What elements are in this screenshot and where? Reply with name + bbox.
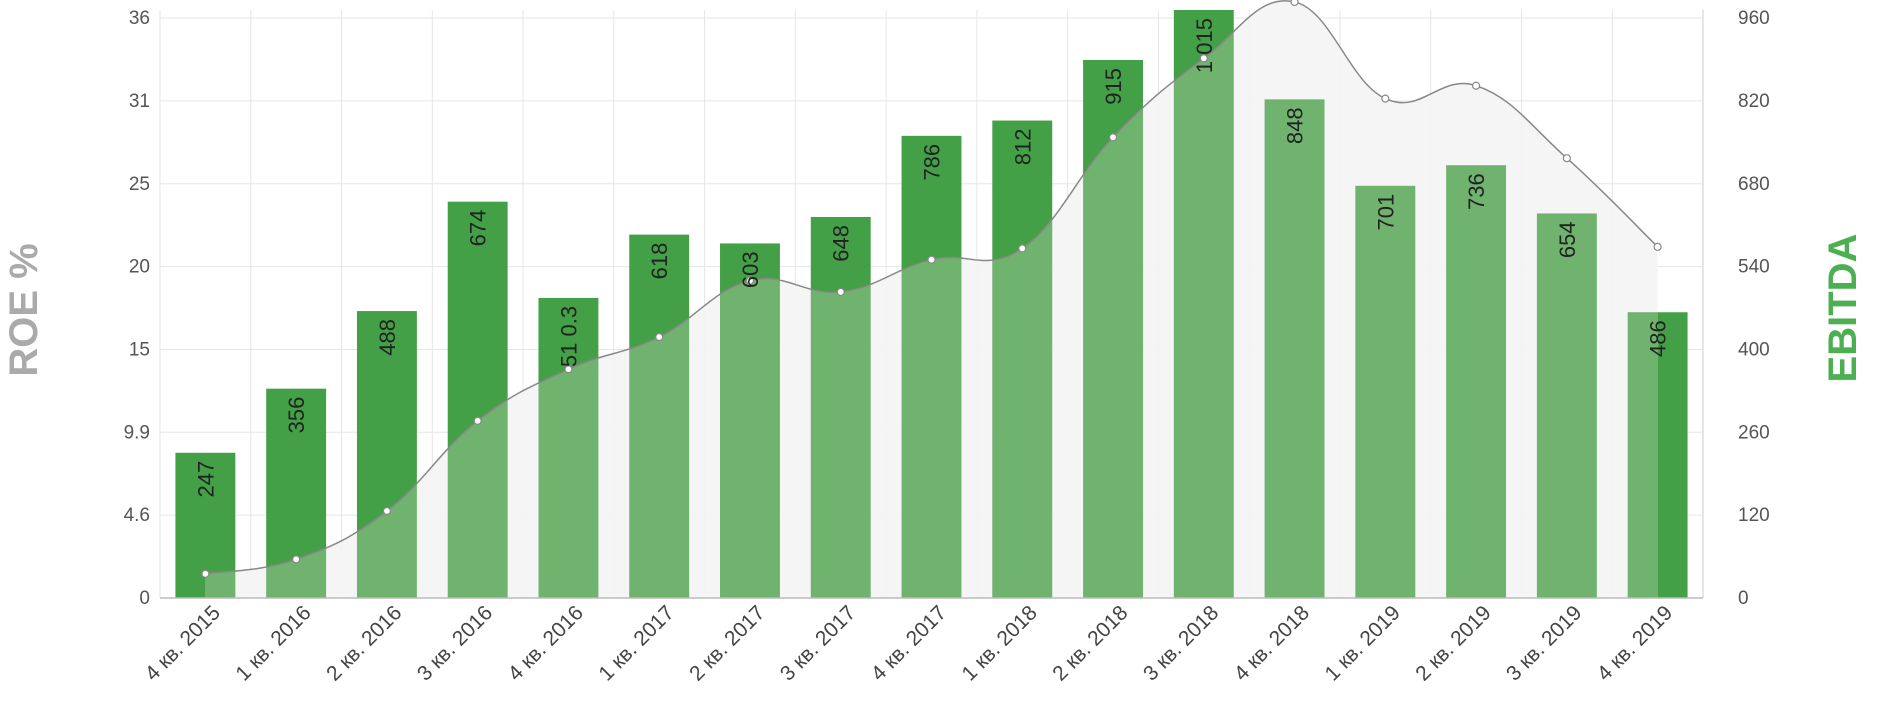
y-tick-label-left: 20 — [129, 257, 150, 278]
x-tick-label-9: 1 кв. 2018 — [957, 601, 1041, 685]
x-tick-label-11: 3 кв. 2018 — [1139, 601, 1223, 685]
roe-point-14 — [1471, 81, 1481, 90]
y-axis-title-left: ROE % — [2, 243, 46, 376]
data-label-2: 488 — [375, 319, 400, 356]
data-label-11: 1 015 — [1192, 18, 1217, 73]
roe-point-8 — [927, 255, 936, 264]
x-tick-label-13: 1 кв. 2019 — [1321, 601, 1405, 685]
x-tick-label-14: 2 кв. 2019 — [1411, 601, 1495, 685]
roe-point-11 — [1199, 54, 1208, 63]
roe-point-7 — [836, 287, 845, 297]
y-tick-label-left: 0 — [139, 588, 150, 609]
data-label-1: 356 — [284, 397, 309, 434]
y-tick-label-left: 9.9 — [124, 422, 150, 443]
roe-point-5 — [655, 332, 664, 342]
data-label-8: 786 — [920, 144, 945, 181]
y-tick-label-right: 540 — [1738, 257, 1770, 278]
x-tick-label-4: 4 кв. 2016 — [504, 601, 588, 685]
x-tick-label-10: 2 кв. 2018 — [1048, 601, 1132, 685]
roe-line-path — [205, 0, 1659, 575]
roe-point-9 — [1018, 244, 1027, 253]
x-tick-label-15: 3 кв. 2019 — [1502, 601, 1586, 685]
roe-point-4 — [564, 365, 573, 374]
x-tick-label-7: 3 кв. 2017 — [776, 601, 860, 685]
y-tick-label-left: 36 — [129, 8, 150, 29]
y-tick-label-right: 0 — [1738, 588, 1749, 609]
data-label-16: 486 — [1646, 320, 1671, 357]
roe-point-15 — [1562, 154, 1571, 163]
y-tick-label-right: 400 — [1738, 339, 1770, 360]
data-label-13: 701 — [1373, 194, 1398, 231]
roe-point-10 — [1108, 133, 1118, 142]
bar-overlap-16 — [1627, 312, 1658, 598]
data-label-9: 812 — [1010, 129, 1035, 166]
y-axis-title-right: EBITDA — [1821, 234, 1865, 383]
bar-overlap-12 — [1264, 99, 1325, 598]
data-label-6: 603 — [738, 251, 763, 288]
roe-point-12 — [1290, 0, 1299, 7]
bar-overlap-14 — [1446, 165, 1507, 598]
data-label-4: 51 0.3 — [556, 306, 581, 367]
x-tick-label-2: 2 кв. 2016 — [322, 601, 406, 685]
bar-overlap-13 — [1355, 185, 1416, 598]
x-tick-label-3: 3 кв. 2016 — [413, 601, 497, 685]
x-tick-label-12: 4 кв. 2018 — [1230, 601, 1314, 685]
x-tick-label-16: 4 кв. 2019 — [1593, 601, 1677, 685]
roe-point-6 — [745, 276, 755, 285]
roe-point-13 — [1381, 94, 1390, 103]
y-tick-label-right: 960 — [1738, 8, 1770, 29]
data-label-14: 736 — [1464, 173, 1489, 210]
data-label-7: 648 — [829, 225, 854, 262]
roe-point-16 — [1653, 242, 1662, 251]
data-labels: 247 356 488 674 51 0.3 618 603 648 786 812 915 1 01… — [193, 18, 1670, 497]
x-tick-label-1: 1 кв. 2016 — [231, 601, 315, 685]
roe-point-3 — [473, 416, 482, 425]
roe-point-2 — [382, 506, 392, 516]
data-label-10: 915 — [1101, 68, 1126, 105]
x-tick-label-6: 2 кв. 2017 — [685, 601, 769, 685]
x-tick-label-8: 4 кв. 2017 — [867, 601, 951, 685]
y-tick-label-right: 120 — [1738, 505, 1770, 526]
x-tick-label-5: 1 кв. 2017 — [594, 601, 678, 685]
y-tick-label-right: 680 — [1738, 174, 1770, 195]
y-tick-label-right: 260 — [1738, 422, 1770, 443]
bar-overlap-11 — [1173, 10, 1234, 598]
data-label-5: 618 — [647, 243, 672, 280]
roe-point-1 — [292, 555, 301, 564]
bar-overlap-6 — [720, 243, 780, 598]
y-tick-label-left: 4.6 — [124, 505, 150, 526]
roe-point-0 — [201, 569, 210, 578]
y-tick-label-left: 25 — [129, 174, 150, 195]
y-tick-label-right: 820 — [1738, 91, 1770, 112]
data-label-12: 848 — [1283, 107, 1308, 144]
y-tick-label-left: 31 — [129, 91, 150, 112]
roe-line — [201, 0, 1662, 578]
data-label-15: 654 — [1555, 221, 1580, 258]
y-tick-label-left: 15 — [129, 339, 150, 360]
bar-overlap-15 — [1536, 213, 1597, 598]
data-label-3: 674 — [466, 210, 491, 247]
x-tick-label-0: 4 кв. 2015 — [141, 601, 225, 685]
data-label-0: 247 — [193, 461, 218, 498]
